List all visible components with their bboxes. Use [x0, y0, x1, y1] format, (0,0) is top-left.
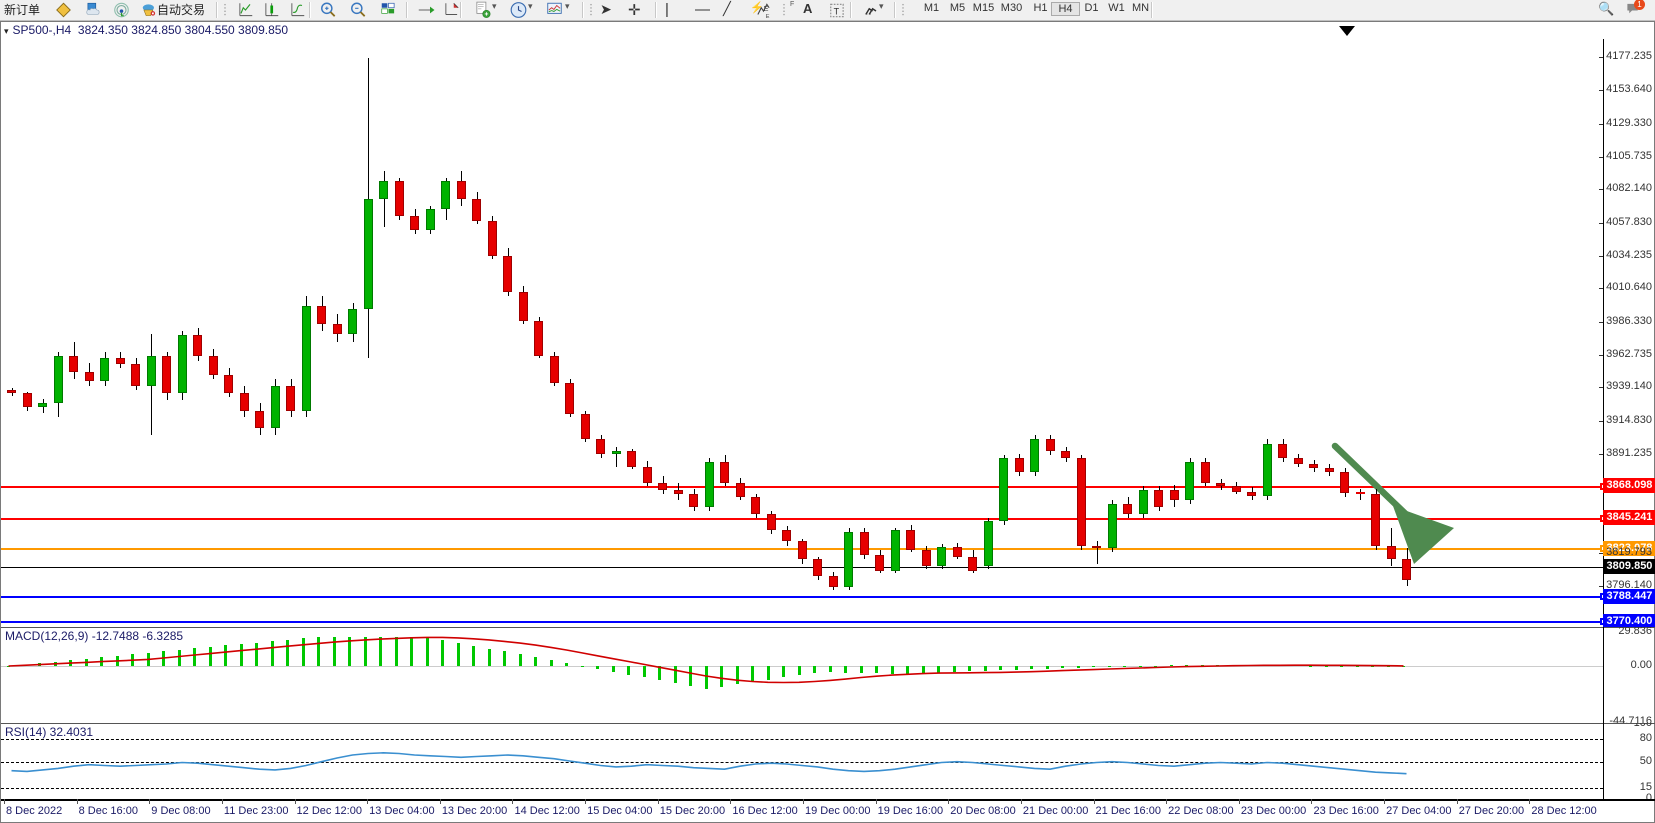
- svg-text:T: T: [834, 6, 840, 16]
- svg-text:E: E: [766, 14, 770, 19]
